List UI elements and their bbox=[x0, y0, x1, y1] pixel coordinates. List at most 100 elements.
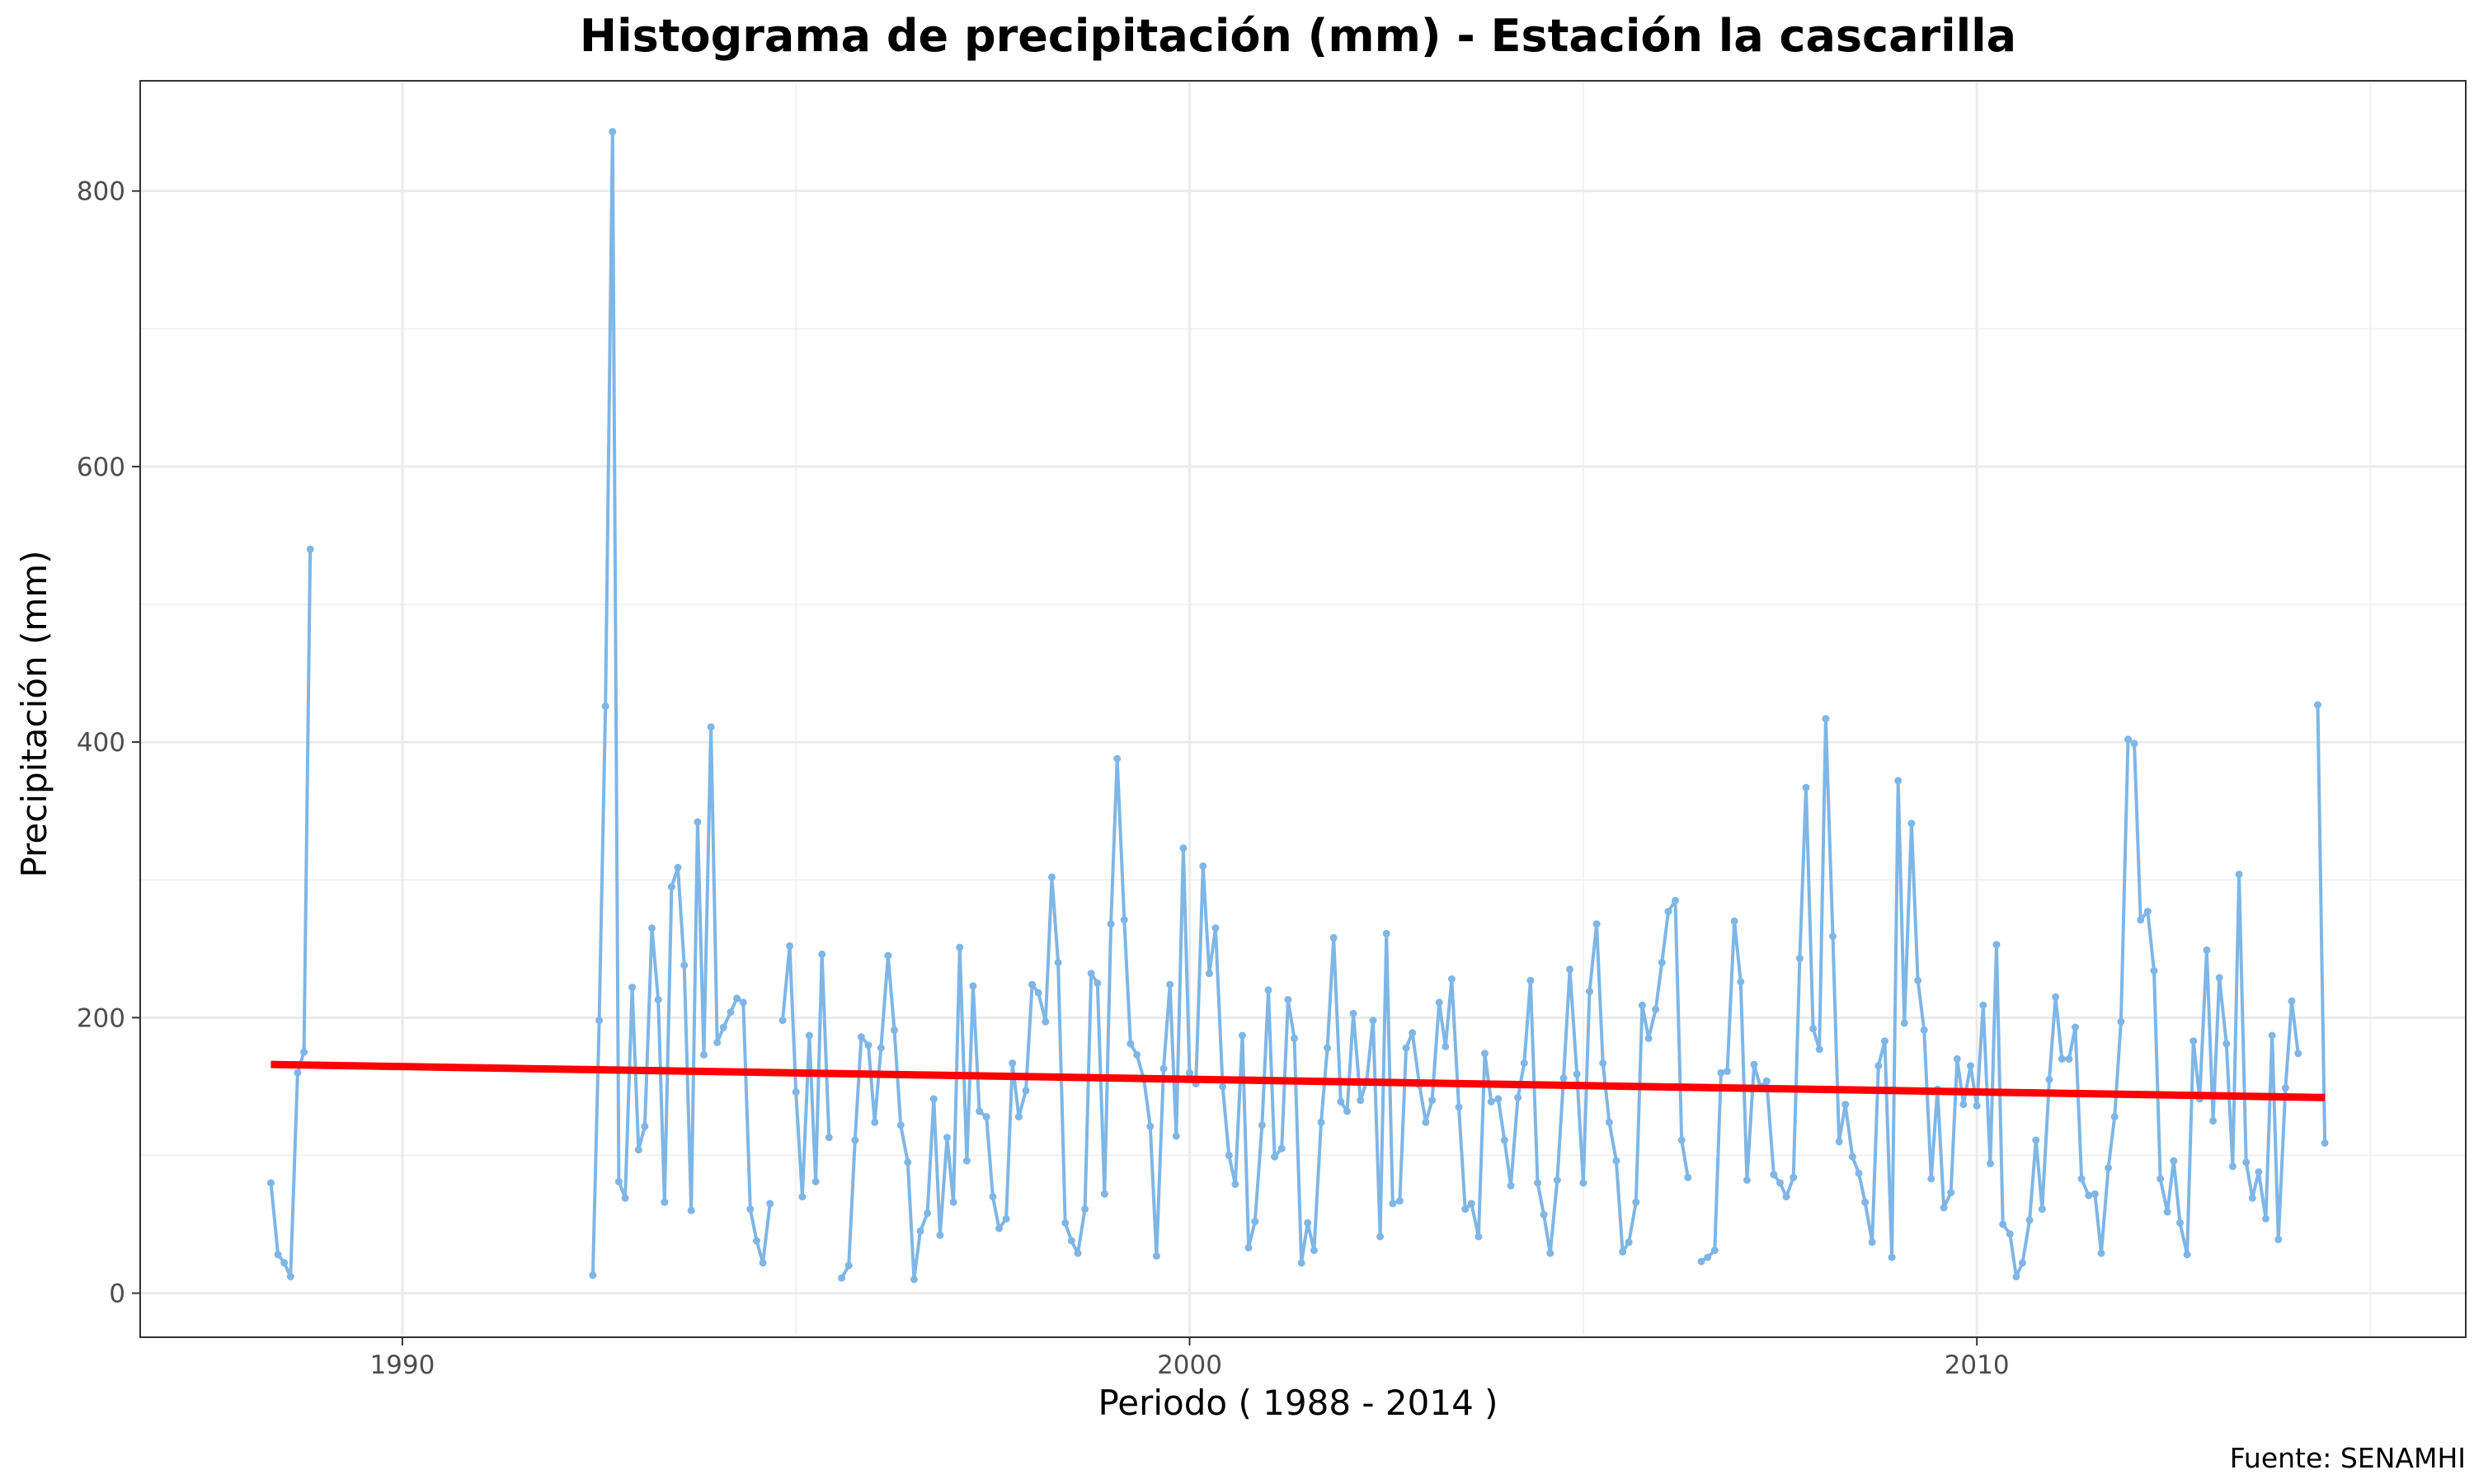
data-point bbox=[1186, 1068, 1193, 1077]
axes: 1990 2000 2010 0 200 400 600 800 bbox=[77, 177, 2010, 1380]
data-point bbox=[1389, 1200, 1397, 1208]
data-point bbox=[739, 998, 747, 1007]
data-point bbox=[759, 1259, 767, 1267]
data-point bbox=[2248, 1194, 2256, 1202]
data-point bbox=[1802, 783, 1810, 791]
data-point bbox=[1514, 1093, 1522, 1101]
data-point bbox=[680, 961, 689, 970]
data-point bbox=[1343, 1107, 1351, 1115]
data-point bbox=[1605, 1118, 1613, 1126]
data-point bbox=[2117, 1017, 2125, 1026]
data-point bbox=[1710, 1247, 1719, 1255]
data-point bbox=[896, 1121, 905, 1129]
data-point bbox=[1599, 1059, 1607, 1067]
data-point bbox=[286, 1273, 294, 1280]
data-point bbox=[1638, 1001, 1646, 1009]
data-point bbox=[1855, 1169, 1863, 1177]
data-point bbox=[943, 1134, 951, 1142]
data-point bbox=[825, 1134, 833, 1142]
data-point bbox=[1126, 1040, 1135, 1048]
series-line bbox=[590, 129, 772, 1275]
data-point bbox=[1894, 777, 1903, 785]
data-point bbox=[621, 1194, 629, 1202]
data-point bbox=[969, 982, 977, 990]
data-point bbox=[713, 1038, 722, 1046]
data-point bbox=[267, 1179, 275, 1187]
data-point bbox=[1304, 1219, 1312, 1227]
data-point bbox=[648, 924, 656, 932]
data-point bbox=[1258, 1121, 1266, 1129]
data-point bbox=[2294, 1050, 2302, 1058]
data-point bbox=[1940, 1204, 1948, 1212]
data-point bbox=[1743, 1176, 1751, 1184]
data-point bbox=[1297, 1259, 1305, 1267]
data-point bbox=[1888, 1253, 1896, 1261]
data-point bbox=[1166, 980, 1174, 989]
data-point bbox=[805, 1031, 813, 1040]
data-point bbox=[1317, 1118, 1325, 1126]
data-point bbox=[674, 863, 682, 871]
data-point bbox=[2157, 1175, 2165, 1183]
data-point bbox=[1652, 1005, 1660, 1013]
data-point bbox=[1868, 1238, 1876, 1247]
data-point bbox=[792, 1088, 800, 1097]
data-point bbox=[2314, 701, 2321, 709]
y-axis-title: Precipitación (mm) bbox=[14, 550, 54, 877]
data-point bbox=[2072, 1023, 2079, 1031]
data-point bbox=[2183, 1251, 2191, 1259]
data-point bbox=[1672, 896, 1679, 904]
data-point bbox=[1612, 1157, 1620, 1165]
data-point bbox=[634, 1146, 642, 1154]
data-point bbox=[1500, 1136, 1508, 1144]
data-point bbox=[1973, 1101, 1981, 1110]
data-point bbox=[1481, 1050, 1489, 1058]
data-point bbox=[1028, 980, 1037, 989]
data-point bbox=[962, 1157, 971, 1165]
data-point bbox=[1284, 996, 1292, 1004]
source-caption: Fuente: SENAMHI bbox=[2230, 1442, 2466, 1474]
data-point bbox=[1402, 1044, 1410, 1052]
data-point bbox=[1205, 970, 1213, 978]
data-point bbox=[614, 1177, 623, 1186]
data-point bbox=[2281, 1084, 2289, 1092]
series-line bbox=[269, 549, 313, 1279]
grid-lines bbox=[140, 81, 2466, 1337]
data-point bbox=[707, 723, 715, 731]
data-point bbox=[1067, 1237, 1075, 1245]
data-point bbox=[786, 942, 794, 950]
data-point bbox=[2012, 1273, 2020, 1280]
data-point bbox=[2045, 1076, 2053, 1083]
data-point bbox=[1947, 1189, 1955, 1196]
data-point bbox=[924, 1209, 932, 1218]
data-point bbox=[753, 1237, 760, 1245]
data-point bbox=[1664, 908, 1672, 916]
data-point bbox=[2176, 1219, 2184, 1227]
panel-border bbox=[139, 80, 2467, 1338]
y-tick-label: 0 bbox=[109, 1280, 125, 1309]
data-point bbox=[2065, 1054, 2073, 1063]
data-point bbox=[2143, 908, 2152, 916]
data-point bbox=[1546, 1249, 1554, 1257]
data-point bbox=[1094, 979, 1102, 987]
data-point bbox=[2058, 1054, 2066, 1063]
data-point bbox=[1644, 1034, 1653, 1042]
data-point bbox=[1146, 1122, 1155, 1130]
data-point bbox=[1573, 1070, 1581, 1078]
data-point bbox=[1107, 920, 1115, 928]
data-point bbox=[1014, 1113, 1023, 1121]
series-line bbox=[840, 757, 1690, 1281]
data-point bbox=[1953, 1054, 1961, 1063]
data-point bbox=[294, 1068, 302, 1077]
data-point bbox=[694, 818, 702, 826]
data-point bbox=[1251, 1218, 1259, 1226]
data-point bbox=[589, 1271, 597, 1280]
data-point bbox=[1002, 1214, 1010, 1223]
data-point bbox=[654, 996, 662, 1004]
data-point bbox=[2052, 993, 2060, 1001]
data-point bbox=[884, 951, 892, 960]
data-point bbox=[1291, 1034, 1298, 1042]
data-point bbox=[1179, 844, 1188, 852]
data-point bbox=[1848, 1153, 1856, 1161]
data-point bbox=[949, 1198, 957, 1206]
data-point bbox=[877, 1044, 885, 1052]
